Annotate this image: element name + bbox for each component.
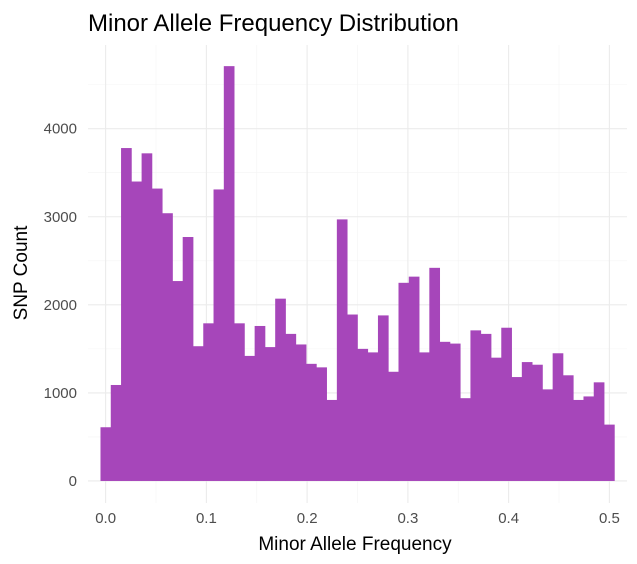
chart-title: Minor Allele Frequency Distribution <box>88 10 459 37</box>
histogram-bar <box>593 382 605 481</box>
histogram-bar <box>460 398 471 481</box>
histogram-bar <box>110 384 122 481</box>
histogram-bar <box>501 327 512 481</box>
x-tick-label: 0.4 <box>498 510 519 527</box>
histogram-bar <box>470 330 482 481</box>
histogram-bar <box>213 189 225 481</box>
histogram-bar <box>234 323 245 481</box>
histogram-bar <box>347 314 358 481</box>
x-tick-label: 0.3 <box>397 510 418 527</box>
histogram-bar <box>408 276 420 481</box>
histogram-bar <box>131 181 142 481</box>
histogram-bar <box>151 188 163 481</box>
histogram-bar <box>398 282 410 481</box>
histogram-bar <box>285 333 297 481</box>
histogram-bar <box>511 377 523 481</box>
x-tick-label: 0.2 <box>297 510 318 527</box>
histogram-bar <box>254 325 266 481</box>
histogram-bar <box>388 371 399 481</box>
histogram-bar <box>377 315 389 481</box>
y-tick-label: 4000 <box>44 121 77 138</box>
histogram-bar <box>429 267 441 481</box>
histogram-bar <box>244 355 256 481</box>
histogram-bar <box>419 352 430 481</box>
histogram-bar <box>306 363 317 481</box>
histogram-bar <box>141 153 153 481</box>
histogram-bar <box>367 352 379 481</box>
histogram-bar <box>552 353 564 481</box>
y-tick-label: 2000 <box>44 297 77 314</box>
x-tick-label: 0.1 <box>196 510 217 527</box>
histogram-bar <box>192 346 204 481</box>
histogram-bar <box>542 389 554 481</box>
histogram-bar <box>223 66 235 481</box>
histogram-bar <box>121 148 132 481</box>
histogram-bar <box>275 298 286 481</box>
histogram-bar <box>203 323 214 481</box>
y-tick-label: 3000 <box>44 209 77 226</box>
histogram-bar <box>562 375 574 481</box>
x-tick-labels: 0.0 0.1 0.2 0.3 0.4 0.5 <box>95 510 620 527</box>
x-tick-label: 0.5 <box>599 510 620 527</box>
y-tick-label: 1000 <box>44 385 77 402</box>
histogram-bar <box>439 341 451 481</box>
histogram-bar <box>490 357 502 481</box>
bars <box>100 66 615 481</box>
y-tick-label: 0 <box>69 473 77 490</box>
histogram-bar <box>357 348 369 481</box>
histogram-bar <box>172 281 184 481</box>
y-axis-label: SNP Count <box>11 225 32 320</box>
histogram-bar <box>326 399 338 481</box>
histogram-bar <box>532 364 543 481</box>
histogram-bar <box>182 237 194 481</box>
histogram-bar <box>295 344 307 481</box>
histogram-bar <box>449 343 461 481</box>
histogram-bar <box>604 424 615 481</box>
y-tick-labels: 0 1000 2000 3000 4000 <box>44 121 77 490</box>
histogram-bar <box>162 213 173 481</box>
histogram-bar <box>573 399 584 481</box>
histogram-bar <box>100 427 112 481</box>
histogram-bar <box>480 333 492 481</box>
histogram-bar <box>316 367 327 481</box>
histogram-bar <box>583 396 595 481</box>
histogram-bar <box>336 219 348 481</box>
x-tick-label: 0.0 <box>95 510 116 527</box>
x-axis-label: Minor Allele Frequency <box>258 534 452 555</box>
histogram-bar <box>264 347 276 481</box>
histogram-bar <box>521 362 533 481</box>
